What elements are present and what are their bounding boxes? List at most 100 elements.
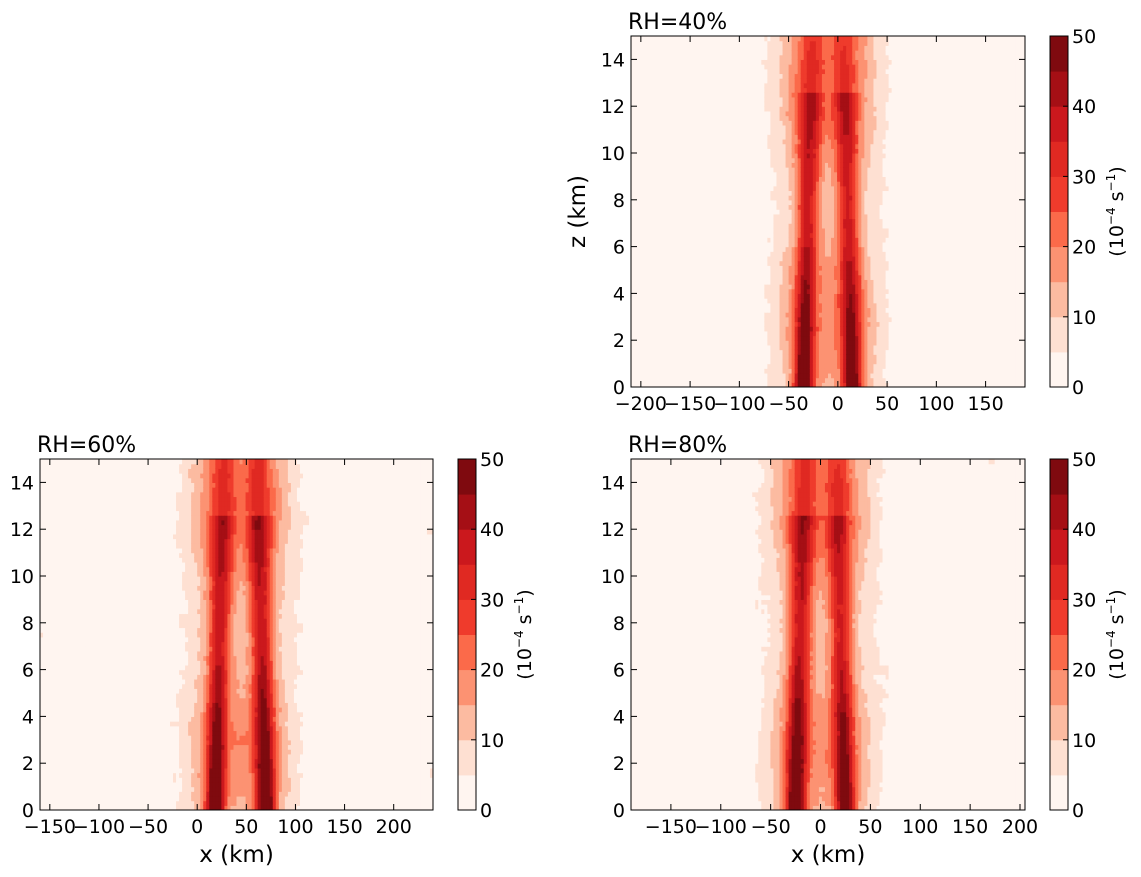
colorbar-segment [1050, 246, 1068, 283]
y-tick-label: 12 [10, 519, 34, 541]
colorbar-segment [458, 459, 476, 495]
y-tick-label: 6 [22, 660, 34, 682]
colorbar-segment [1050, 71, 1068, 107]
x-tick-label: 0 [191, 816, 203, 838]
colorbar-tick-label: 40 [480, 519, 504, 541]
colorbar-label: (10−4 s−1) [1104, 166, 1128, 256]
y-tick-label: 8 [613, 613, 625, 635]
colorbar-tick-label: 0 [1072, 377, 1084, 399]
axes-frame [630, 458, 1026, 811]
subplot-1: −200−150−100 −50 0 50 100 15002468101214RH=40… [565, 10, 1128, 415]
x-tick-label: 200 [376, 816, 412, 838]
y-tick-label: 4 [613, 706, 625, 728]
colorbar-label: (10−4 s−1) [512, 589, 536, 679]
colorbar-segment [1050, 316, 1068, 353]
colorbar-segment [1050, 281, 1068, 318]
subplot-title: RH=40% [628, 10, 727, 35]
colorbar-tick-label: 20 [1072, 660, 1096, 682]
y-tick-label: 0 [613, 800, 625, 822]
colorbar-tick-label: 0 [1072, 800, 1084, 822]
x-tick-label: 150 [952, 816, 988, 838]
y-tick-label: 2 [22, 753, 34, 775]
colorbar-tick-label: 40 [1072, 96, 1096, 118]
colorbar-segment [458, 494, 476, 530]
colorbar-segment [458, 529, 476, 565]
colorbar-segment [1050, 669, 1068, 706]
colorbar-segment [458, 599, 476, 635]
colorbar-segment [1050, 106, 1068, 142]
axes-frame [630, 35, 1026, 388]
subplot-3: −150−100 −50 0 50 100 150 20002468101214RH=80%… [601, 433, 1128, 868]
colorbar-tick-label: 30 [1072, 166, 1096, 188]
colorbar-segment [458, 564, 476, 600]
colorbar-tick-label: 30 [1072, 589, 1096, 611]
colorbar-frame [1049, 458, 1069, 811]
colorbar-segment [1050, 774, 1068, 811]
subplot-title: RH=60% [37, 433, 136, 458]
y-tick-label: 4 [22, 706, 34, 728]
x-tick-label: 0 [814, 816, 826, 838]
colorbar-segment [458, 634, 476, 671]
y-tick-label: 4 [613, 283, 625, 305]
x-tick-label: 50 [858, 816, 882, 838]
x-tick-label: 100 [902, 816, 938, 838]
x-tick-label: 200 [1002, 816, 1038, 838]
x-tick-label: −150 [645, 816, 697, 838]
contour-field [631, 459, 1025, 810]
colorbar-frame [1049, 35, 1069, 388]
y-tick-label: 2 [613, 330, 625, 352]
colorbar-segment [1050, 704, 1068, 741]
colorbar-tick-label: 10 [480, 730, 504, 752]
colorbar-tick-label: 10 [1072, 730, 1096, 752]
y-tick-label: 14 [10, 472, 34, 494]
x-tick-label: −150 [664, 393, 716, 415]
y-tick-label: 10 [10, 566, 34, 588]
y-tick-label: 0 [613, 377, 625, 399]
x-tick-label: 50 [234, 816, 258, 838]
y-tick-label: 12 [601, 519, 625, 541]
y-tick-label: 2 [613, 753, 625, 775]
x-tick-label: −50 [769, 393, 809, 415]
colorbar-segment [458, 704, 476, 741]
colorbar-tick-label: 50 [480, 449, 504, 471]
x-tick-label: −100 [73, 816, 125, 838]
colorbar-tick-label: 0 [480, 800, 492, 822]
colorbar-segment [1050, 141, 1068, 177]
colorbar-segment [1050, 176, 1068, 212]
x-tick-label: −100 [713, 393, 765, 415]
x-tick-label: 100 [277, 816, 313, 838]
x-axis-label: x (km) [791, 842, 866, 868]
y-tick-label: 14 [601, 49, 625, 71]
colorbar-segment [1050, 564, 1068, 600]
y-axis-label: z (km) [565, 175, 591, 248]
subplot-2: −150−100 −50 0 50 100 150 20002468101214RH=60%… [10, 433, 536, 868]
x-tick-label: −150 [24, 816, 76, 838]
colorbar-label: (10−4 s−1) [1104, 589, 1128, 679]
colorbar-segment [1050, 529, 1068, 565]
x-tick-label: 150 [967, 393, 1003, 415]
colorbar: 0 10 20 30 40 50 (10−4 s−1) [457, 449, 536, 822]
colorbar-tick-label: 50 [1072, 449, 1096, 471]
y-tick-label: 0 [22, 800, 34, 822]
colorbar-tick-label: 20 [480, 660, 504, 682]
x-tick-label: −50 [751, 816, 791, 838]
colorbar-tick-label: 20 [1072, 237, 1096, 259]
contour-field [40, 459, 433, 810]
colorbar: 0 10 20 30 40 50 (10−4 s−1) [1049, 26, 1128, 399]
colorbar-segment [1050, 36, 1068, 72]
colorbar: 0 10 20 30 40 50 (10−4 s−1) [1049, 449, 1128, 822]
colorbar-segment [1050, 634, 1068, 671]
colorbar-segment [458, 739, 476, 776]
contour-field [631, 36, 1025, 387]
colorbar-frame [457, 458, 477, 811]
axes-frame [39, 458, 434, 811]
y-tick-label: 10 [601, 566, 625, 588]
x-axis-label: x (km) [199, 842, 274, 868]
x-tick-label: 50 [875, 393, 899, 415]
y-tick-label: 12 [601, 96, 625, 118]
colorbar-segment [458, 774, 476, 811]
colorbar-segment [1050, 459, 1068, 495]
x-tick-label: −100 [695, 816, 747, 838]
x-tick-label: 100 [918, 393, 954, 415]
